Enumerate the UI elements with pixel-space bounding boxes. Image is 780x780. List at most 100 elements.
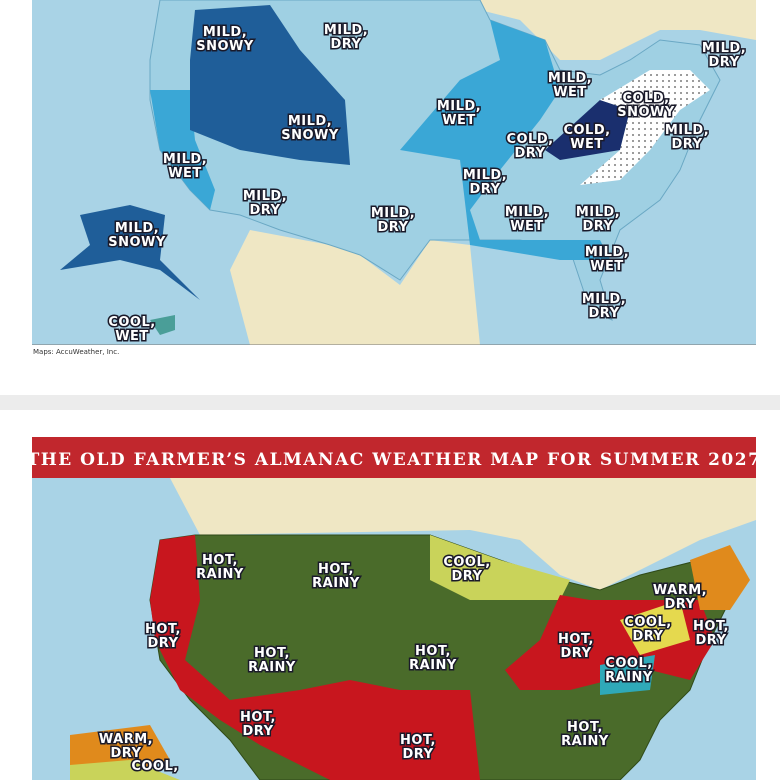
label-line: COOL, [443, 555, 490, 570]
region-label: MILD, SNOWY [281, 114, 339, 143]
label-line: RAINY [605, 670, 653, 685]
region-label: HOT, DRY [400, 733, 436, 762]
region-label: COOL, DRY [624, 615, 671, 644]
region-label: MILD, DRY [324, 23, 368, 52]
label-line: MILD, [115, 221, 159, 236]
label-line: MILD, [203, 25, 247, 40]
region-label: MILD, DRY [576, 205, 620, 234]
region-label: COLD, DRY [506, 132, 553, 161]
region-label: MILD, WET [548, 71, 592, 100]
label-line: HOT, [558, 632, 594, 647]
label-line: DRY [695, 633, 726, 648]
label-line: RAINY [561, 734, 609, 749]
label-line: HOT, [415, 644, 451, 659]
label-line: COLD, [622, 91, 669, 106]
label-line: HOT, [202, 553, 238, 568]
label-line: DRY [469, 182, 500, 197]
label-line: COLD, [563, 123, 610, 138]
region-label: COLD, WET [563, 123, 610, 152]
label-line: MILD, [505, 205, 549, 220]
label-line: WET [168, 166, 202, 181]
label-line: DRY [110, 746, 141, 761]
label-line: DRY [402, 747, 433, 762]
label-line: HOT, [240, 710, 276, 725]
hawaii [150, 315, 175, 335]
bottom-map [32, 478, 756, 780]
label-line: DRY [330, 37, 361, 52]
region-label: MILD, WET [505, 205, 549, 234]
label-line: RAINY [248, 660, 296, 675]
label-line: MILD, [582, 292, 626, 307]
label-line: DRY [582, 219, 613, 234]
region-label: MILD, DRY [702, 41, 746, 70]
label-line: DRY [588, 306, 619, 321]
cool-dry-ne [620, 600, 690, 655]
region-label: MILD, DRY [371, 206, 415, 235]
region-label: MILD, DRY [243, 189, 287, 218]
label-line: DRY [671, 137, 702, 152]
canada [170, 478, 756, 590]
label-line: MILD, [243, 189, 287, 204]
label-line: DRY [664, 597, 695, 612]
region-label: HOT, RAINY [248, 646, 296, 675]
label-line: MILD, [576, 205, 620, 220]
region-label: WARM, DRY [99, 732, 153, 761]
region-label: HOT, RAINY [312, 562, 360, 591]
label-line: RAINY [196, 567, 244, 582]
label-line: MILD, [288, 114, 332, 129]
region-label: HOT, DRY [240, 710, 276, 739]
label-line: MILD, [437, 99, 481, 114]
region-label: HOT, DRY [145, 622, 181, 651]
label-line: RAINY [312, 576, 360, 591]
label-line: DRY [147, 636, 178, 651]
label-line: SNOWY [108, 235, 166, 250]
label-line: WARM, [99, 732, 153, 747]
label-line: WET [115, 329, 149, 344]
region-label: HOT, RAINY [409, 644, 457, 673]
cold-wet [545, 100, 630, 160]
region-label: HOT, RAINY [561, 720, 609, 749]
region-label: MILD, DRY [463, 168, 507, 197]
label-line: WET [570, 137, 604, 152]
label-line: HOT, [254, 646, 290, 661]
label-line: SNOWY [617, 105, 675, 120]
region-label: MILD, SNOWY [108, 221, 166, 250]
map-caption: Maps: AccuWeather, Inc. [33, 348, 119, 356]
mexico [230, 230, 480, 345]
region-label: COOL, WET [108, 315, 155, 344]
region-label: MILD, SNOWY [196, 25, 254, 54]
snowy-west [190, 5, 350, 165]
label-line: COOL, [624, 615, 671, 630]
label-line: WET [510, 219, 544, 234]
title-bar [32, 437, 756, 478]
label-line: COOL, [131, 759, 178, 774]
region-label: MILD, DRY [582, 292, 626, 321]
region-label: MILD, WET [585, 245, 629, 274]
label-line: SNOWY [196, 39, 254, 54]
label-line: MILD, [324, 23, 368, 38]
label-line: DRY [708, 55, 739, 70]
label-line: DRY [632, 629, 663, 644]
label-line: HOT, [318, 562, 354, 577]
label-line: MILD, [548, 71, 592, 86]
alaska [60, 205, 200, 300]
label-line: SNOWY [281, 128, 339, 143]
region-label: COOL, DRY [443, 555, 490, 584]
label-line: DRY [242, 724, 273, 739]
label-line: RAINY [409, 658, 457, 673]
warm-dry-ne [690, 545, 750, 610]
label-line: DRY [377, 220, 408, 235]
region-label: MILD, WET [163, 152, 207, 181]
region-label: MILD, DRY [665, 123, 709, 152]
label-line: HOT, [567, 720, 603, 735]
region-label: COOL, [131, 759, 178, 774]
label-line: HOT, [145, 622, 181, 637]
region-label: HOT, RAINY [196, 553, 244, 582]
alaska-cool [70, 760, 180, 780]
label-line: MILD, [665, 123, 709, 138]
label-line: COOL, [108, 315, 155, 330]
cool-rainy [600, 655, 655, 695]
region-label: HOT, DRY [558, 632, 594, 661]
